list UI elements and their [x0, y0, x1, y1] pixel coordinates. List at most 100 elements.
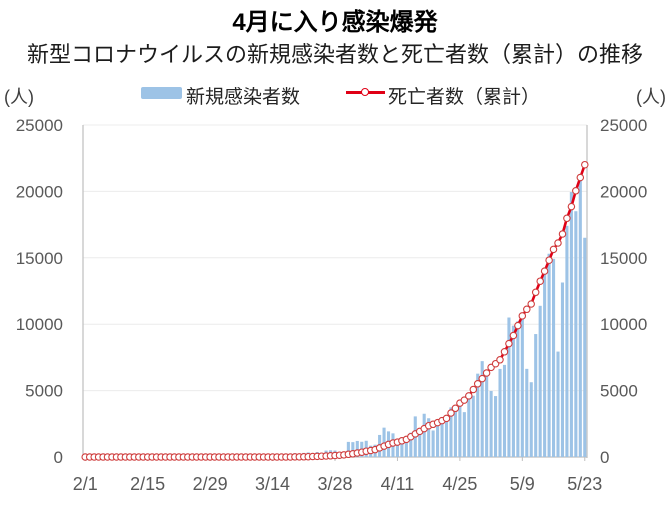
new-cases-bar [395, 442, 399, 457]
legend-bar-swatch [141, 87, 182, 99]
y-axis-tick-label-right: 20000 [600, 182, 647, 201]
x-axis-tick-label: 4/25 [442, 474, 477, 494]
x-axis-tick-label: 4/11 [381, 474, 415, 494]
deaths-marker [482, 369, 491, 377]
new-cases-bar [449, 407, 453, 457]
y-axis-tick-label-right: 0 [600, 448, 609, 467]
chart-svg: 0 0 5000 5000 10000 10000 15000 15000 20000 20000… [16, 116, 648, 494]
new-cases-bar [502, 364, 507, 457]
new-cases-bar [409, 432, 413, 457]
chart-subtitle: 新型コロナウイルスの新規感染者数と死亡者数（累計）の推移 [26, 42, 643, 67]
deaths-marker [523, 305, 531, 314]
new-cases-bar [534, 334, 538, 457]
legend-marker-icon [361, 87, 369, 96]
new-cases-bar [525, 368, 529, 457]
y-axis-tick-label-left: 5000 [25, 382, 63, 401]
new-cases-bar [574, 211, 578, 457]
deaths-marker [442, 414, 451, 423]
deaths-marker [518, 312, 527, 320]
y-axis-unit-right: (人) [636, 87, 666, 107]
new-cases-bar [444, 421, 449, 457]
x-axis-tick-label: 5/23 [567, 474, 602, 494]
y-axis-tick-label-right: 15000 [600, 249, 647, 268]
new-cases-bar [355, 440, 359, 457]
deaths-marker [581, 160, 589, 169]
new-cases-bar [569, 192, 573, 458]
new-cases-bar [480, 361, 484, 457]
deaths-marker [469, 385, 478, 394]
deaths-marker [496, 356, 504, 364]
new-cases-bar [529, 382, 533, 457]
y-axis-tick-label-left: 20000 [16, 182, 63, 201]
y-axis-tick-label-right: 5000 [600, 382, 638, 401]
new-cases-bar [471, 395, 475, 457]
deaths-marker [447, 409, 455, 417]
new-cases-bar [462, 412, 466, 457]
deaths-marker [465, 392, 473, 400]
deaths-marker [572, 187, 580, 195]
new-cases-bar [458, 404, 462, 457]
new-cases-bar [556, 351, 560, 457]
x-axis-tick-label: 3/28 [317, 474, 352, 494]
deaths-marker [451, 404, 460, 413]
new-cases-bar [422, 413, 426, 457]
new-cases-bar [543, 271, 547, 457]
new-cases-bar [552, 258, 556, 457]
y-axis-tick-label-right: 10000 [600, 315, 647, 334]
new-cases-bar [538, 305, 542, 457]
y-axis-tick-label-right: 25000 [600, 116, 647, 135]
deaths-marker [563, 214, 571, 223]
deaths-marker [540, 267, 549, 275]
x-axis-tick-label: 5/9 [510, 474, 535, 494]
deaths-marker [527, 300, 535, 308]
legend-label-new-cases: 新規感染者数 [186, 87, 301, 108]
deaths-marker [478, 374, 486, 383]
deaths-marker [549, 245, 558, 254]
x-axis-tick-label: 2/1 [73, 474, 98, 494]
new-cases-bar [400, 437, 404, 457]
new-cases-bar [453, 410, 457, 457]
new-cases-bar [404, 440, 408, 457]
new-cases-bar [583, 237, 587, 457]
deaths-marker [576, 173, 585, 182]
new-cases-bar [511, 325, 515, 457]
legend: (人) 新規感染者数 死亡者数（累計） (人) [0, 82, 670, 108]
y-axis-tick-label-left: 0 [54, 448, 63, 467]
new-cases-bar [516, 321, 520, 457]
new-cases-bar [565, 225, 569, 457]
new-cases-bar [440, 423, 444, 457]
new-cases-bar [427, 418, 431, 457]
deaths-marker [473, 380, 482, 388]
legend-label-deaths: 死亡者数（累計） [388, 87, 541, 108]
new-cases-bar [507, 317, 511, 457]
new-cases-bar [467, 395, 471, 457]
new-cases-bar [498, 368, 502, 457]
deaths-marker [505, 339, 513, 348]
deaths-marker [509, 331, 518, 340]
deaths-marker [558, 230, 567, 238]
deaths-marker [531, 288, 540, 297]
deaths-marker [500, 348, 509, 356]
new-cases-bar [436, 425, 440, 457]
new-cases-bar [476, 373, 480, 457]
x-axis-tick-label: 3/14 [255, 474, 290, 494]
legend-line-swatch [346, 87, 385, 96]
new-cases-bar [547, 253, 551, 457]
new-cases-bar [489, 391, 493, 457]
x-axis-tick-label: 2/29 [193, 474, 228, 494]
new-cases-bar [560, 282, 565, 457]
new-cases-bar [485, 374, 489, 457]
deaths-marker [536, 277, 544, 285]
new-cases-bar [418, 429, 422, 457]
new-cases-bar [520, 316, 524, 457]
y-axis-tick-label-left: 10000 [16, 315, 63, 334]
deaths-marker [567, 202, 576, 211]
new-cases-bar [382, 427, 386, 457]
y-axis-unit-left: (人) [4, 87, 34, 107]
y-axis-tick-label-left: 15000 [16, 249, 63, 268]
new-cases-bar [578, 180, 582, 457]
y-axis-tick-label-left: 25000 [16, 116, 63, 135]
deaths-marker [514, 321, 522, 330]
new-cases-bar [351, 442, 355, 457]
chart-title: 4月に入り感染爆発 [232, 9, 438, 36]
